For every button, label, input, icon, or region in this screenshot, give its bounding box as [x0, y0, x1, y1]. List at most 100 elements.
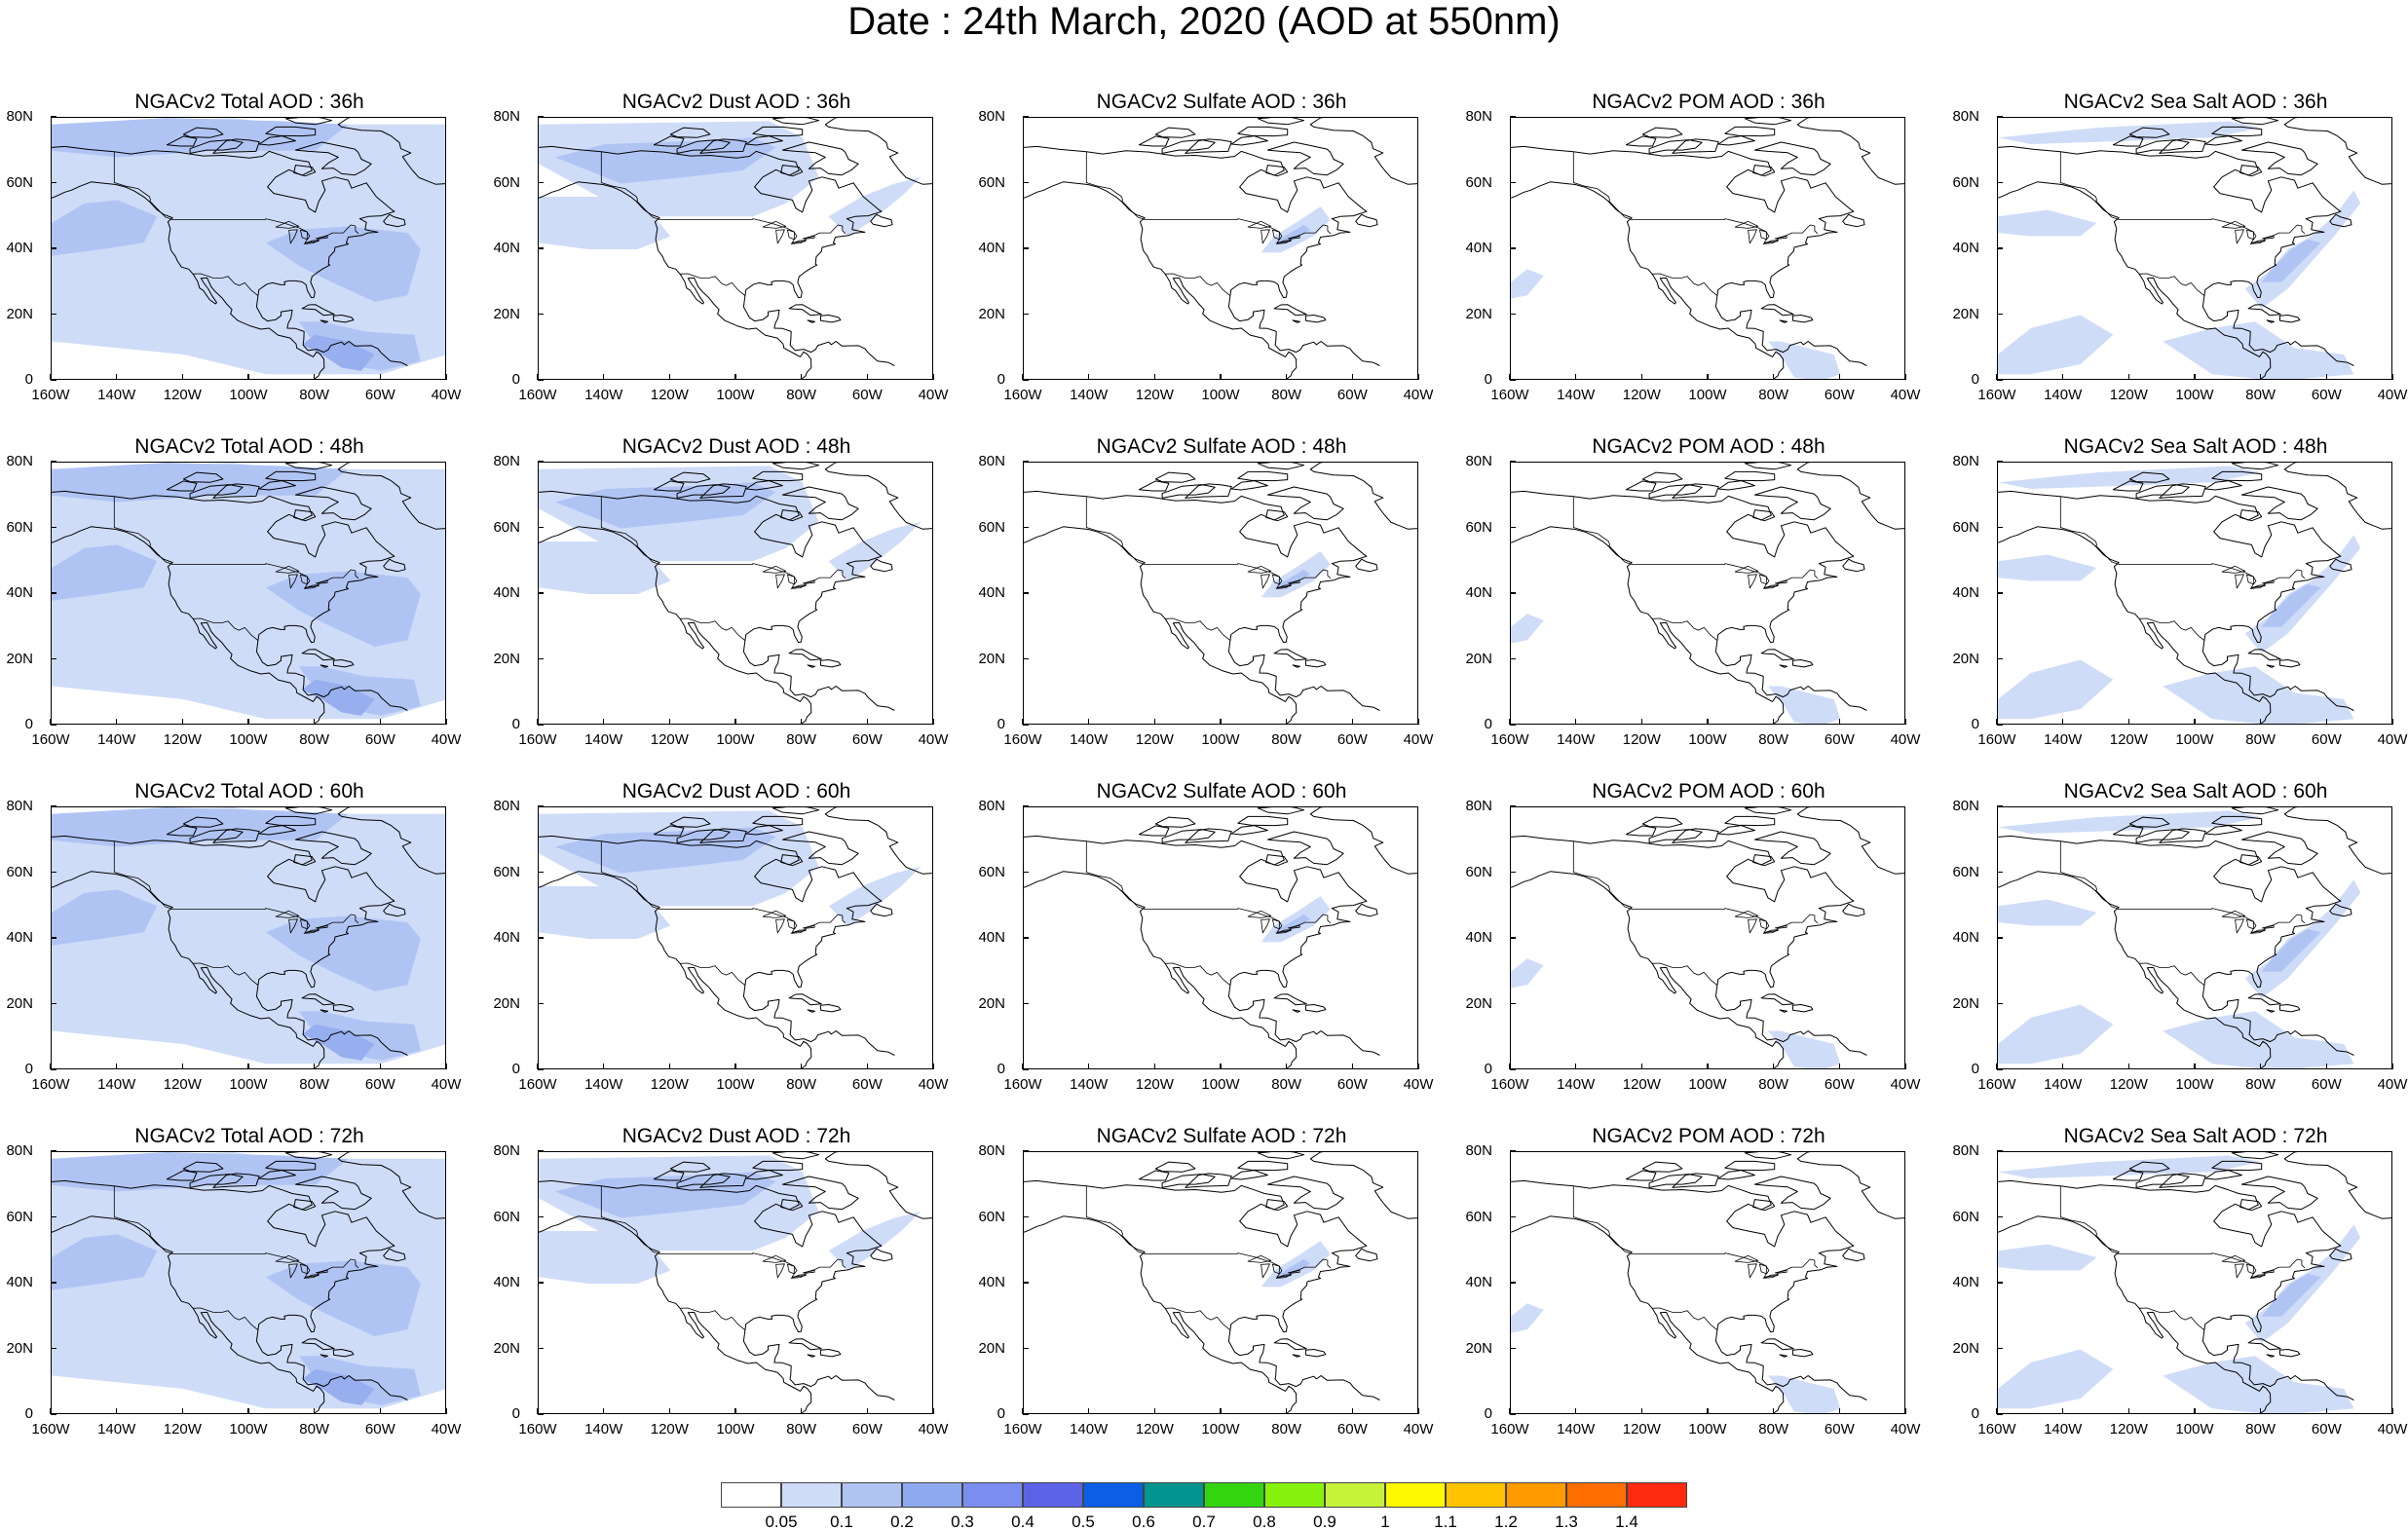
lon-tick-label: 160W	[31, 1076, 70, 1093]
island-outline	[1237, 1160, 1289, 1172]
lat-tick-label: 0	[1971, 1061, 1979, 1077]
lake-outline	[2245, 1263, 2257, 1275]
island-outline	[1237, 126, 1289, 137]
lat-tick	[538, 1002, 544, 1005]
map-frame	[1510, 806, 1905, 1069]
island-outline	[1717, 825, 1755, 836]
island-outline	[781, 486, 859, 521]
island-outline	[1138, 480, 1170, 492]
island-outline	[2231, 118, 2279, 126]
coastline	[1511, 835, 1867, 1056]
island-outline	[258, 825, 296, 836]
island-outline	[1257, 118, 1305, 126]
lon-tick	[247, 1408, 249, 1414]
lat-tick	[1023, 724, 1029, 726]
lake-outline	[1774, 580, 1787, 584]
us-canada-border	[1085, 1186, 1332, 1278]
coastline-pacific	[1998, 181, 2272, 379]
lat-tick	[538, 1215, 544, 1218]
island-outline	[293, 854, 317, 867]
lon-tick-label: 160W	[1977, 1076, 2016, 1093]
island-outline	[1304, 1349, 1327, 1358]
lon-tick	[1996, 719, 1998, 725]
lon-tick-label: 100W	[716, 731, 755, 748]
lon-tick-label: 100W	[1688, 1076, 1727, 1093]
island-outline	[780, 1199, 804, 1212]
island-outline	[383, 558, 406, 573]
lat-tick	[1997, 805, 2003, 807]
lon-tick	[932, 1064, 934, 1069]
lake-outline	[315, 236, 328, 240]
lon-tick-label: 40W	[431, 1076, 462, 1093]
colorbar-label: 1.3	[1555, 1512, 1578, 1531]
island-outline	[2240, 141, 2318, 176]
island-outline	[788, 1338, 822, 1351]
lat-tick-label: 80N	[1465, 453, 1492, 469]
lake-outline	[2261, 580, 2275, 584]
island-outline	[1265, 854, 1289, 867]
lon-tick	[2127, 719, 2130, 725]
lake-outline	[1271, 229, 1283, 241]
lon-tick-label: 160W	[518, 731, 557, 748]
lat-tick-label: 20N	[6, 994, 33, 1012]
coastline-pacific	[52, 871, 325, 1068]
lon-tick	[1220, 719, 1222, 725]
lon-tick-label: 140W	[97, 731, 136, 748]
island-outline	[189, 139, 244, 154]
lat-tick	[1510, 1413, 1516, 1415]
panel-title: NGACv2 Total AOD : 48h	[134, 435, 364, 458]
lon-tick-label: 60W	[1336, 1076, 1368, 1093]
lat-tick-label: 40N	[493, 929, 520, 946]
island-outline	[1791, 315, 1814, 323]
lon-tick-label: 140W	[97, 1076, 136, 1093]
lon-tick-label: 160W	[1490, 731, 1529, 748]
lon-tick-label: 80W	[786, 1421, 817, 1438]
coastline	[1024, 1179, 1380, 1400]
island-outline	[2112, 1170, 2144, 1181]
lat-tick	[1023, 1068, 1029, 1070]
island-outline	[1791, 1004, 1814, 1013]
lon-tick	[537, 1408, 539, 1414]
aod-field	[1511, 614, 1544, 644]
us-mexico-border	[2139, 1307, 2205, 1330]
lon-tick	[1996, 1064, 1998, 1069]
lon-tick	[1574, 1064, 1577, 1069]
lon-tick	[1640, 1408, 1643, 1414]
lat-tick-label: 0	[511, 1405, 520, 1422]
map-panel: NGACv2 Sea Salt AOD : 36h 80N 60N 40N 20N 0 16…	[1946, 90, 2407, 421]
lat-tick-label: 20N	[1465, 305, 1492, 322]
greenland-outline	[2283, 118, 2391, 185]
island-outline	[2159, 138, 2206, 154]
lake-outline	[1762, 1274, 1779, 1279]
lat-tick	[51, 1002, 56, 1005]
lon-tick-label: 140W	[1070, 1421, 1109, 1438]
lat-tick-label: 0	[1484, 371, 1492, 388]
island-outline	[1161, 484, 1216, 499]
lon-tick-label: 120W	[1135, 1076, 1174, 1093]
map-canvas	[1511, 1152, 1904, 1413]
lon-tick	[1022, 719, 1024, 725]
lake-outline	[802, 1270, 815, 1274]
lat-tick	[51, 1068, 56, 1070]
island-outline	[1717, 135, 1755, 146]
lat-tick-label: 20N	[6, 305, 33, 322]
aod-field	[1998, 1004, 2114, 1064]
aod-field	[302, 334, 375, 371]
lat-tick	[1023, 871, 1029, 874]
aod-field	[1260, 551, 1331, 598]
island-outline	[1355, 213, 1378, 228]
lat-tick-label: 80N	[6, 453, 33, 469]
map-panel: NGACv2 Dust AOD : 72h 80N 60N 40N 20N 0 160W 14…	[487, 1124, 948, 1455]
island-outline	[752, 1160, 804, 1172]
lon-tick	[1574, 1408, 1577, 1414]
map-panel: NGACv2 Total AOD : 72h 80N 60N 40N 20N 0 160W 1…	[0, 1124, 461, 1455]
lat-tick-label: 80N	[978, 798, 1005, 814]
map-frame	[1510, 117, 1905, 380]
aod-field	[1998, 209, 2097, 237]
lat-tick	[51, 1215, 56, 1218]
lon-tick	[1838, 719, 1841, 725]
lake-outline	[275, 910, 300, 918]
lat-tick	[1510, 526, 1516, 529]
island-outline	[752, 126, 804, 137]
island-outline	[265, 470, 317, 482]
